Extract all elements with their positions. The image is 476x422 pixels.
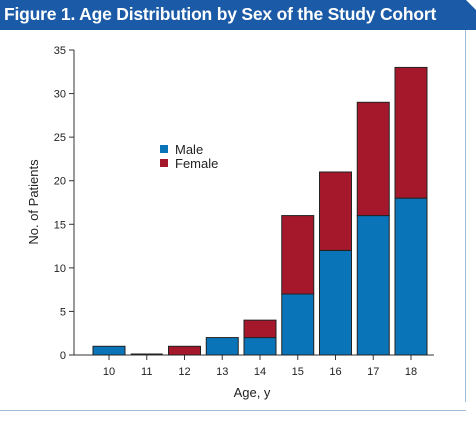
figure-title-bar: Figure 1. Age Distribution by Sex of the… <box>0 0 476 30</box>
x-tick-label: 10 <box>103 366 115 378</box>
frame-right-border <box>465 30 466 402</box>
bar-female-18 <box>394 66 428 199</box>
legend-swatch-male <box>160 145 168 153</box>
bar-female-16 <box>319 171 352 251</box>
bar-male-17 <box>356 215 390 356</box>
stacked-bar-chart: 0 5 10 15 20 25 30 35 10 11 12 13 14 15 16 17 18 MaleFem… <box>26 45 434 400</box>
x-tick-label: 11 <box>141 366 152 378</box>
y-tick-label: 10 <box>54 263 66 275</box>
bar-female-12 <box>168 345 201 356</box>
chart-title: Figure 1. Age Distribution by Sex of the… <box>4 4 437 24</box>
x-tick-label: 14 <box>254 366 266 378</box>
y-tick-label: 20 <box>54 176 66 188</box>
y-tick-label: 30 <box>54 89 66 101</box>
bar-male-16 <box>319 249 352 356</box>
bar-male-13 <box>205 337 239 356</box>
bar-empty-11 <box>130 353 163 355</box>
x-tick-label: 12 <box>178 366 190 378</box>
y-tick-label: 0 <box>60 350 66 362</box>
title-bar-corner <box>466 0 476 10</box>
y-tick-label: 25 <box>54 132 66 144</box>
bar-male-18 <box>394 197 428 356</box>
bar-male-14 <box>243 337 277 356</box>
legend-swatch-female <box>160 159 168 167</box>
x-tick-label: 18 <box>405 366 417 378</box>
y-tick-label: 5 <box>60 306 66 318</box>
y-axis-label: No. of Patients <box>26 159 41 245</box>
bar-female-14 <box>243 319 277 339</box>
y-tick-label: 15 <box>54 219 66 231</box>
y-tick-label: 35 <box>54 45 66 57</box>
legend-label-female: Female <box>175 156 218 171</box>
bar-female-17 <box>356 101 390 217</box>
x-axis-label: Age, y <box>234 385 271 400</box>
bar-female-15 <box>281 215 315 295</box>
x-tick-label: 13 <box>216 366 228 378</box>
frame-bottom-border <box>0 410 466 411</box>
x-tick-label: 16 <box>329 366 341 378</box>
x-tick-label: 15 <box>292 366 304 378</box>
legend-label-male: Male <box>175 142 203 157</box>
bar-male-10 <box>92 345 126 356</box>
bar-male-15 <box>281 293 315 356</box>
x-tick-label: 17 <box>367 366 379 378</box>
